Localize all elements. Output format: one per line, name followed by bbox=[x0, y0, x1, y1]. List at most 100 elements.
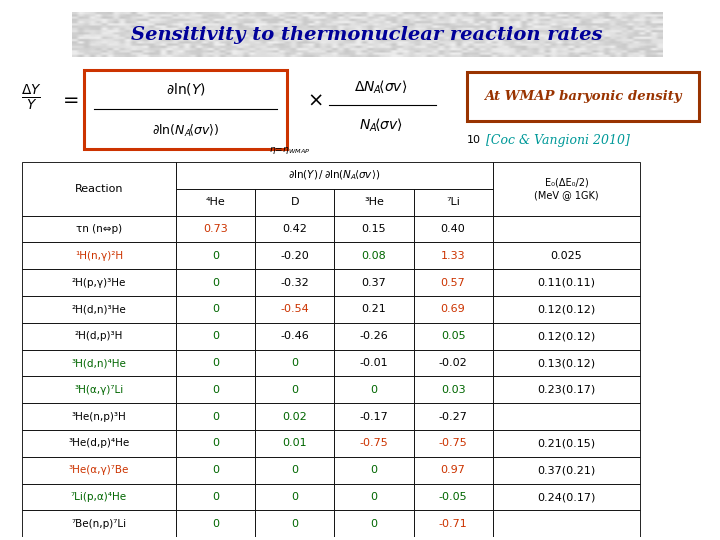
Bar bbox=[335, 323, 413, 350]
Text: -0.75: -0.75 bbox=[438, 438, 467, 449]
Text: 0: 0 bbox=[212, 492, 220, 502]
Bar bbox=[467, 71, 698, 120]
Text: τn (n⇔p): τn (n⇔p) bbox=[76, 224, 122, 234]
Text: Reaction: Reaction bbox=[75, 184, 123, 194]
Bar bbox=[492, 269, 641, 296]
Text: $=$: $=$ bbox=[59, 89, 79, 107]
Bar bbox=[256, 323, 335, 350]
Text: 0: 0 bbox=[212, 385, 220, 395]
Bar bbox=[492, 162, 641, 215]
Text: 0: 0 bbox=[371, 519, 377, 529]
Text: 0: 0 bbox=[212, 251, 220, 261]
Text: ²H(p,γ)³He: ²H(p,γ)³He bbox=[72, 278, 126, 288]
Text: 0.97: 0.97 bbox=[441, 465, 466, 475]
Text: ⁴He: ⁴He bbox=[206, 197, 226, 207]
Text: 0.57: 0.57 bbox=[441, 278, 465, 288]
Text: 0.21(0.15): 0.21(0.15) bbox=[537, 438, 595, 449]
Bar bbox=[492, 296, 641, 323]
Bar bbox=[335, 484, 413, 510]
Bar bbox=[176, 403, 256, 430]
Text: $\frac{\Delta Y}{Y}$: $\frac{\Delta Y}{Y}$ bbox=[22, 83, 42, 113]
Bar bbox=[492, 403, 641, 430]
Bar bbox=[22, 510, 176, 537]
Bar bbox=[176, 269, 256, 296]
Text: 0: 0 bbox=[212, 519, 220, 529]
Bar bbox=[413, 323, 492, 350]
Text: -0.26: -0.26 bbox=[359, 331, 388, 341]
Text: 0: 0 bbox=[212, 278, 220, 288]
Text: ⁷Be(n,p)⁷Li: ⁷Be(n,p)⁷Li bbox=[71, 519, 127, 529]
Text: $\partial\ln(Y)\,/\,\partial\ln(N_A\!\langle\sigma v\rangle)$: $\partial\ln(Y)\,/\,\partial\ln(N_A\!\la… bbox=[288, 168, 381, 182]
Bar bbox=[335, 403, 413, 430]
Bar bbox=[413, 430, 492, 457]
Bar bbox=[176, 323, 256, 350]
Bar bbox=[256, 457, 335, 484]
Text: ⁷Li: ⁷Li bbox=[446, 197, 460, 207]
Bar bbox=[335, 215, 413, 242]
Text: 0: 0 bbox=[292, 519, 298, 529]
Bar bbox=[22, 242, 176, 269]
Bar bbox=[256, 189, 335, 215]
Bar bbox=[176, 296, 256, 323]
Bar bbox=[492, 215, 641, 242]
Text: -0.17: -0.17 bbox=[359, 411, 388, 422]
Text: -0.54: -0.54 bbox=[281, 305, 310, 314]
Bar bbox=[413, 457, 492, 484]
Bar bbox=[335, 242, 413, 269]
Text: 0: 0 bbox=[292, 358, 298, 368]
Text: -0.05: -0.05 bbox=[438, 492, 467, 502]
Text: [Coc & Vangioni 2010]: [Coc & Vangioni 2010] bbox=[486, 134, 630, 147]
Text: 0.37(0.21): 0.37(0.21) bbox=[537, 465, 595, 475]
Bar bbox=[335, 350, 413, 376]
Text: -0.71: -0.71 bbox=[438, 519, 467, 529]
Bar bbox=[22, 323, 176, 350]
Text: ³He(d,p)⁴He: ³He(d,p)⁴He bbox=[68, 438, 130, 449]
Text: 0: 0 bbox=[292, 465, 298, 475]
Bar bbox=[256, 376, 335, 403]
Text: 0.02: 0.02 bbox=[282, 411, 307, 422]
Bar bbox=[256, 510, 335, 537]
Bar bbox=[176, 484, 256, 510]
Text: 0.12(0.12): 0.12(0.12) bbox=[537, 305, 595, 314]
Text: 10: 10 bbox=[467, 134, 481, 145]
Bar bbox=[492, 510, 641, 537]
Text: ³H(α,γ)⁷Li: ³H(α,γ)⁷Li bbox=[74, 385, 124, 395]
Bar bbox=[176, 350, 256, 376]
Bar bbox=[176, 510, 256, 537]
Text: 0: 0 bbox=[292, 385, 298, 395]
Text: $\partial\ln\!\left(N_A\!\left\langle\sigma v\right\rangle\right)$: $\partial\ln\!\left(N_A\!\left\langle\si… bbox=[152, 123, 220, 139]
Text: 0.40: 0.40 bbox=[441, 224, 465, 234]
Text: 0: 0 bbox=[371, 492, 377, 502]
Text: ³He(n,p)³H: ³He(n,p)³H bbox=[71, 411, 126, 422]
Bar bbox=[492, 323, 641, 350]
Text: 0.05: 0.05 bbox=[441, 331, 465, 341]
Bar bbox=[22, 376, 176, 403]
Bar bbox=[335, 296, 413, 323]
Bar bbox=[256, 296, 335, 323]
Bar bbox=[256, 430, 335, 457]
Bar bbox=[256, 269, 335, 296]
Text: -0.02: -0.02 bbox=[438, 358, 467, 368]
Bar bbox=[176, 242, 256, 269]
Text: 0.69: 0.69 bbox=[441, 305, 465, 314]
Bar bbox=[492, 457, 641, 484]
Bar bbox=[492, 376, 641, 403]
Text: 0.42: 0.42 bbox=[282, 224, 307, 234]
Text: $\partial\ln(Y)$: $\partial\ln(Y)$ bbox=[166, 80, 206, 97]
Bar bbox=[413, 350, 492, 376]
Bar bbox=[22, 269, 176, 296]
Bar bbox=[492, 350, 641, 376]
Bar bbox=[413, 484, 492, 510]
Bar bbox=[22, 162, 176, 215]
Text: 0: 0 bbox=[212, 465, 220, 475]
Text: $\eta\!=\!\eta_{WMAP}$: $\eta\!=\!\eta_{WMAP}$ bbox=[269, 145, 310, 157]
Bar bbox=[256, 215, 335, 242]
Bar bbox=[413, 189, 492, 215]
Bar bbox=[335, 457, 413, 484]
Text: 0: 0 bbox=[212, 305, 220, 314]
Bar bbox=[492, 242, 641, 269]
Bar bbox=[413, 403, 492, 430]
Text: ¹H(n,γ)²H: ¹H(n,γ)²H bbox=[75, 251, 123, 261]
Text: 0.15: 0.15 bbox=[361, 224, 387, 234]
Text: 0.08: 0.08 bbox=[361, 251, 387, 261]
